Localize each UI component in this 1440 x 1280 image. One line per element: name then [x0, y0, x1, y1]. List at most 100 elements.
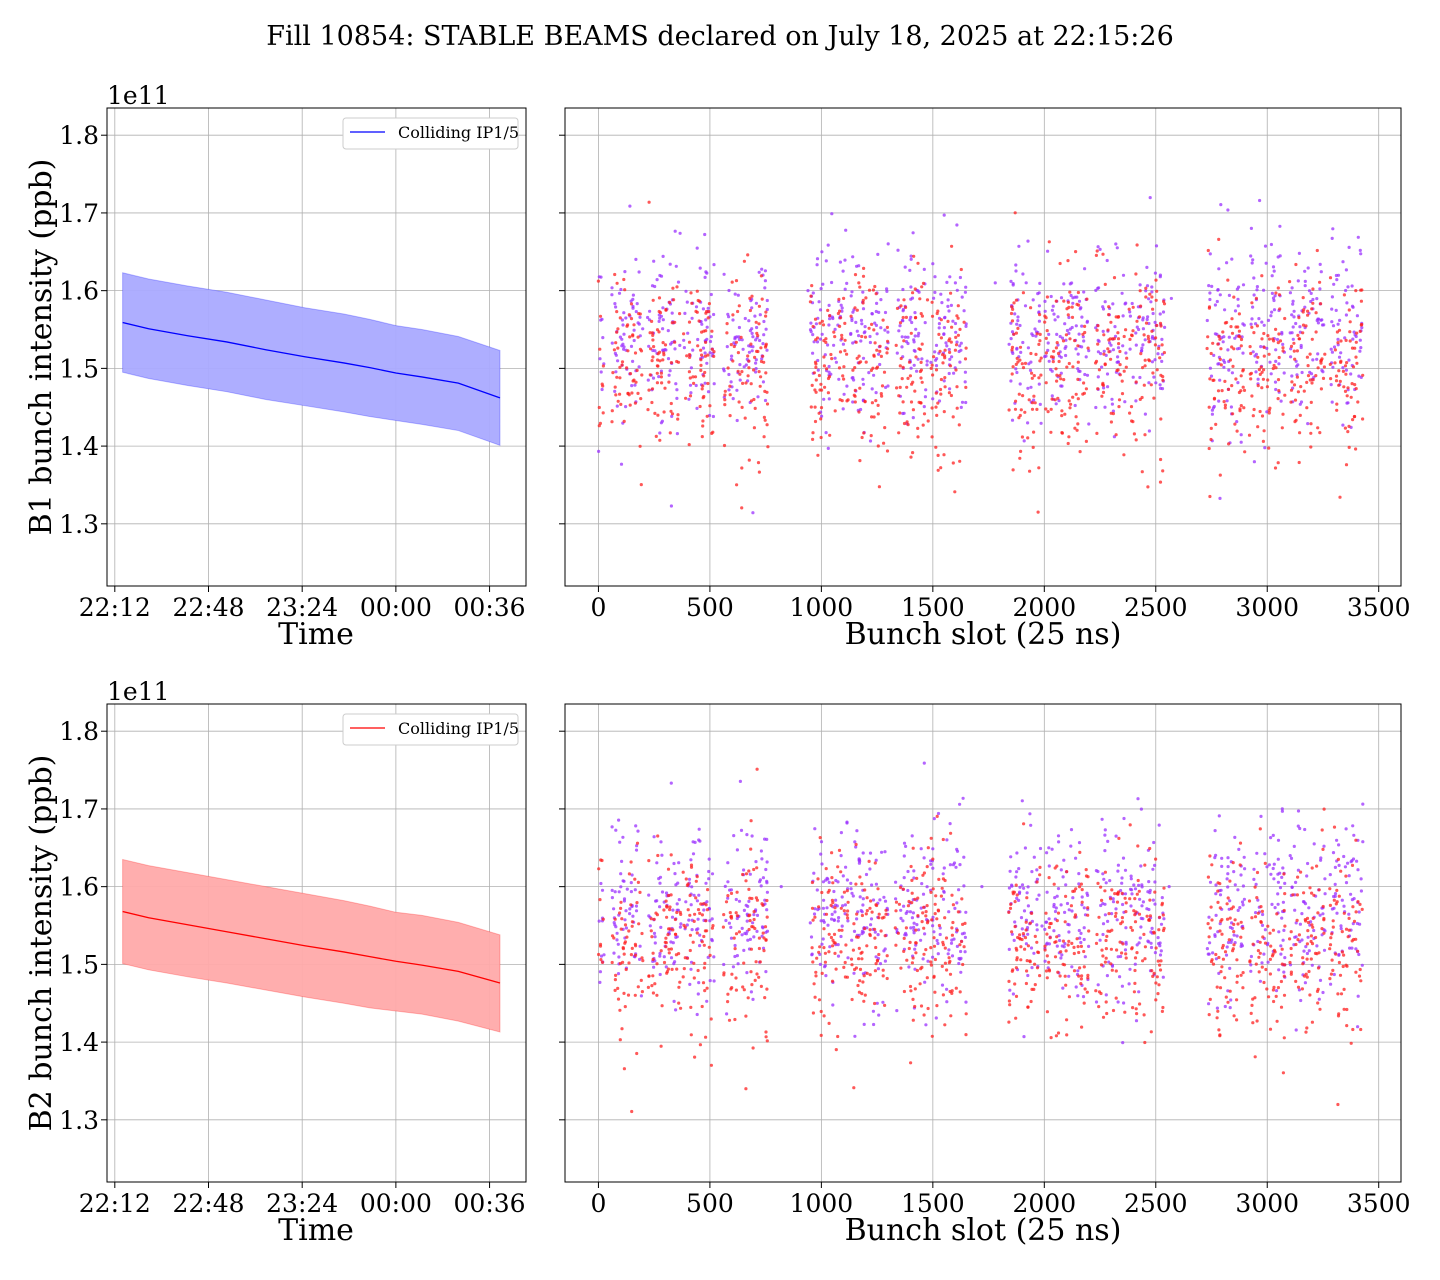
- bunch-point: [635, 368, 639, 372]
- bunch-point: [1296, 363, 1300, 367]
- bunch-point: [1130, 892, 1134, 896]
- x-tick-label: 2000: [1012, 1189, 1076, 1218]
- bunch-point: [622, 879, 626, 883]
- bunch-point: [1310, 337, 1314, 341]
- bunch-point: [689, 903, 693, 907]
- bunch-point: [1330, 295, 1334, 299]
- bunch-point: [1249, 322, 1253, 326]
- bunch-point: [1055, 379, 1059, 383]
- bunch-point: [1337, 953, 1341, 957]
- bunch-point: [1010, 345, 1015, 349]
- bunch-point: [816, 358, 820, 363]
- bunch-point: [1030, 332, 1034, 336]
- bunch-point: [738, 372, 742, 376]
- bunch-point: [710, 937, 714, 942]
- bunch-point: [1135, 1012, 1139, 1016]
- bunch-point: [734, 911, 738, 915]
- plot-area: [122, 858, 501, 1033]
- bunch-point: [1122, 816, 1126, 821]
- bunch-point: [875, 366, 879, 370]
- bunch-point: [705, 986, 709, 990]
- bunch-point: [1058, 938, 1062, 943]
- bunch-point: [1012, 332, 1016, 336]
- bunch-point: [1142, 1013, 1146, 1017]
- bunch-point: [1017, 867, 1021, 871]
- bunch-point: [962, 320, 966, 324]
- bunch-point: [624, 909, 628, 913]
- bunch-point: [601, 411, 605, 415]
- bunch-point: [949, 303, 954, 307]
- bunch-point: [1130, 947, 1134, 951]
- bunch-point: [1124, 901, 1128, 905]
- bunch-point: [623, 940, 628, 944]
- bunch-point: [1237, 847, 1241, 852]
- bunch-point: [1095, 249, 1099, 253]
- bunch-point: [1216, 389, 1221, 393]
- bunch-point: [1280, 947, 1284, 951]
- bunch-point: [934, 405, 938, 409]
- bunch-point: [863, 400, 867, 404]
- bunch-point: [1154, 278, 1158, 282]
- axes-frame: [106, 703, 527, 1183]
- bunch-point: [1328, 362, 1332, 366]
- bunch-point: [1289, 930, 1293, 934]
- bunch-point: [761, 342, 765, 346]
- bunch-point: [916, 357, 920, 361]
- bunch-point: [868, 334, 872, 339]
- bunch-point: [917, 347, 921, 351]
- bunch-point: [638, 890, 642, 895]
- bunch-point: [1218, 378, 1222, 382]
- bunch-point: [757, 270, 761, 274]
- bunch-point: [1140, 904, 1144, 908]
- bunch-point: [950, 355, 954, 359]
- bunch-point: [1339, 351, 1343, 355]
- bunch-point: [862, 331, 866, 335]
- bunch-point: [1329, 982, 1333, 986]
- bunch-point: [1347, 445, 1351, 449]
- bunch-point: [950, 325, 954, 329]
- bunch-point: [860, 992, 864, 996]
- bunch-point: [745, 919, 749, 923]
- bunch-point: [1011, 283, 1015, 287]
- bunch-point: [658, 954, 662, 958]
- bunch-point: [1083, 324, 1087, 328]
- bunch-point: [1109, 420, 1113, 424]
- bunch-point: [1032, 987, 1036, 992]
- bunch-point: [1216, 889, 1220, 893]
- bunch-point: [1211, 951, 1215, 955]
- bunch-point: [943, 1023, 947, 1027]
- bunch-point: [689, 865, 694, 869]
- bunch-point: [1085, 891, 1089, 895]
- bunch-point: [827, 375, 832, 379]
- bunch-point: [598, 970, 603, 974]
- bunch-point: [886, 384, 890, 388]
- bunch-point: [906, 376, 910, 380]
- bunch-point: [670, 967, 674, 972]
- bunch-point: [1045, 976, 1049, 980]
- bunch-point: [1150, 969, 1154, 973]
- bunch-point: [841, 374, 845, 378]
- bunch-point: [1037, 376, 1041, 380]
- bunch-point: [699, 348, 703, 352]
- bunch-point: [701, 384, 705, 388]
- bunch-point: [921, 911, 925, 915]
- bunch-point: [909, 257, 913, 261]
- bunch-point: [1142, 932, 1146, 937]
- bunch-point: [1038, 313, 1042, 317]
- bunch-point: [1330, 320, 1334, 324]
- bunch-point: [1022, 1035, 1026, 1039]
- bunch-point: [658, 316, 662, 320]
- bunch-point: [950, 933, 955, 937]
- bunch-point: [870, 910, 874, 914]
- bunch-point: [1359, 979, 1363, 983]
- bunch-point: [1106, 919, 1110, 924]
- bunch-point: [698, 933, 702, 937]
- bunch-point: [1024, 920, 1028, 924]
- bunch-point: [913, 334, 917, 338]
- bunch-point: [821, 282, 825, 286]
- bunch-point: [1349, 395, 1353, 399]
- bunch-point: [1014, 331, 1019, 335]
- bunch-point: [692, 919, 696, 924]
- bunch-point: [1233, 883, 1237, 887]
- bunch-point: [1044, 354, 1048, 358]
